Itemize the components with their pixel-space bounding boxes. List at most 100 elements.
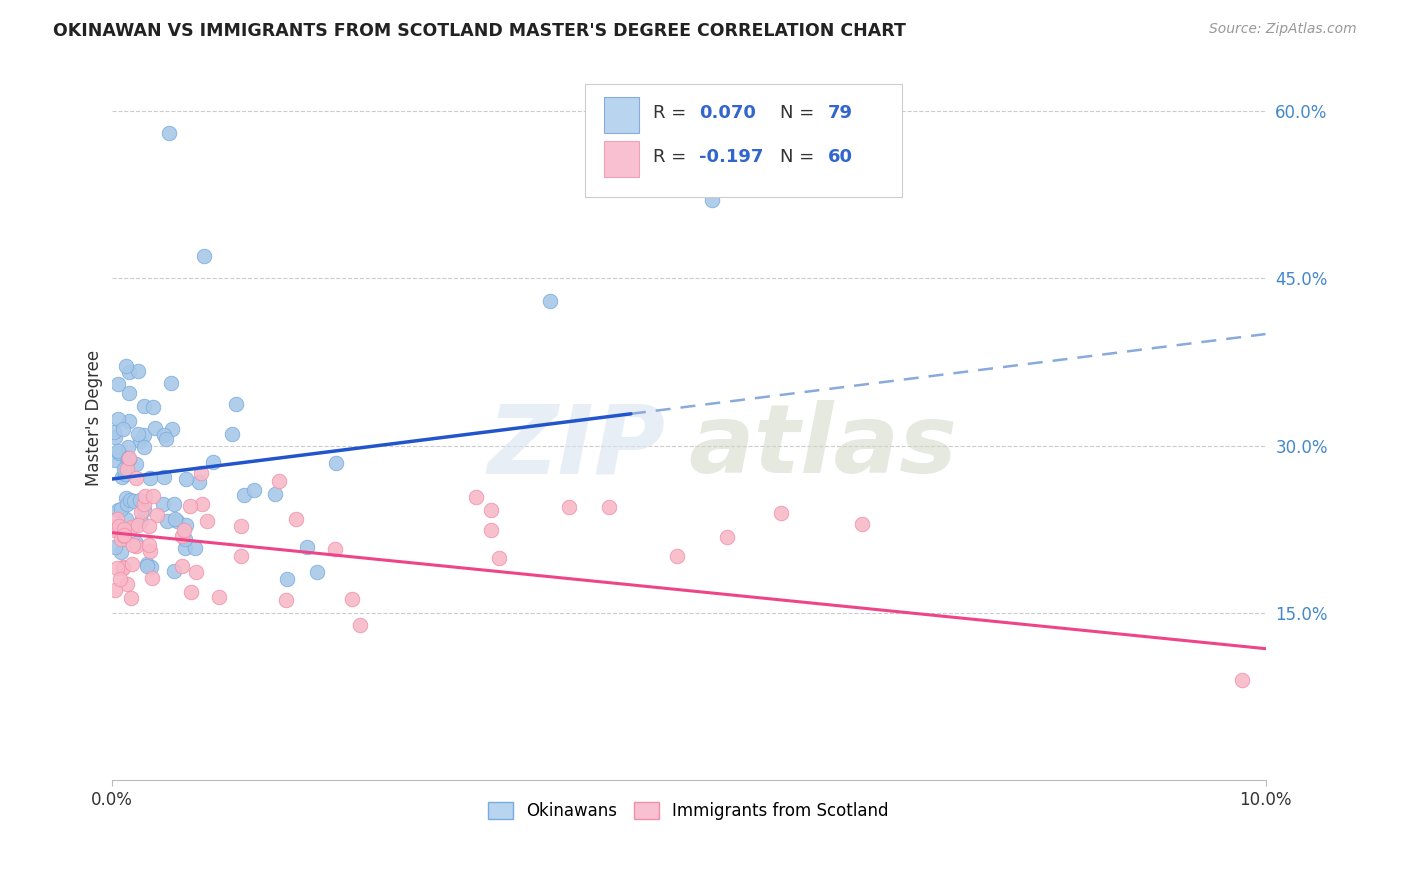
Point (465, 490, 488, 504)
Point (769, 506, 792, 520)
Point (114, 467, 136, 481)
Point (160, 421, 183, 435)
Point (105, 512, 128, 526)
Point (231, 519, 253, 533)
Point (114, 460, 136, 475)
Point (174, 472, 197, 486)
Point (267, 475, 290, 489)
Point (104, 582, 127, 597)
Point (118, 451, 141, 466)
Point (264, 487, 287, 501)
Point (180, 585, 202, 599)
Point (488, 551, 510, 566)
Point (107, 503, 129, 517)
Text: Source: ZipAtlas.com: Source: ZipAtlas.com (1209, 22, 1357, 37)
Point (174, 518, 197, 533)
Point (229, 549, 252, 563)
FancyBboxPatch shape (605, 141, 638, 177)
Text: R =: R = (652, 148, 692, 166)
Point (104, 430, 127, 444)
Point (232, 488, 254, 502)
Point (122, 493, 145, 508)
Point (340, 592, 363, 607)
Point (117, 577, 139, 591)
Point (159, 376, 181, 390)
FancyBboxPatch shape (605, 97, 638, 133)
Point (153, 428, 176, 442)
Point (118, 450, 141, 465)
Point (118, 386, 141, 401)
Point (141, 571, 163, 585)
Point (349, 618, 371, 632)
Legend: Okinawans, Immigrants from Scotland: Okinawans, Immigrants from Scotland (481, 795, 896, 826)
Point (479, 523, 502, 537)
Point (221, 426, 243, 441)
Point (295, 540, 318, 554)
Point (481, 503, 503, 517)
Point (121, 520, 143, 534)
Point (128, 492, 150, 507)
Text: 79: 79 (828, 104, 853, 122)
Point (129, 514, 152, 528)
Point (111, 470, 134, 484)
Point (146, 508, 169, 523)
Point (323, 541, 346, 556)
Y-axis label: Master's Degree: Master's Degree (86, 350, 103, 486)
Point (112, 522, 135, 536)
Point (132, 440, 155, 454)
Point (104, 522, 127, 536)
Point (115, 462, 138, 476)
Point (115, 491, 138, 505)
Point (163, 565, 186, 579)
Point (108, 572, 131, 586)
Point (112, 422, 135, 436)
Point (325, 456, 347, 470)
Point (121, 557, 143, 571)
Point (191, 498, 214, 512)
Point (117, 450, 139, 465)
Point (138, 544, 160, 558)
Point (538, 293, 561, 308)
Point (142, 489, 165, 503)
Point (103, 540, 125, 554)
Point (188, 475, 211, 489)
Point (208, 590, 231, 604)
Point (166, 514, 188, 528)
Text: ZIP: ZIP (488, 401, 665, 493)
Point (112, 528, 135, 542)
Text: N =: N = (780, 104, 820, 122)
Point (112, 560, 135, 574)
Point (851, 516, 873, 531)
Point (127, 364, 149, 378)
Point (170, 529, 193, 543)
Point (598, 500, 620, 514)
Point (117, 440, 139, 454)
Point (127, 518, 149, 533)
Point (193, 249, 215, 263)
Point (120, 591, 142, 606)
Point (125, 536, 148, 550)
Point (107, 412, 129, 426)
Point (111, 561, 134, 575)
Text: 0.070: 0.070 (699, 104, 756, 122)
Point (156, 514, 179, 528)
Point (112, 462, 135, 476)
Point (104, 523, 127, 537)
Point (139, 560, 162, 574)
Text: N =: N = (780, 148, 820, 166)
Point (115, 450, 138, 465)
FancyBboxPatch shape (585, 84, 903, 196)
Point (285, 512, 308, 526)
Point (138, 538, 160, 552)
Point (132, 427, 155, 442)
Point (700, 193, 723, 207)
Point (110, 501, 132, 516)
Point (186, 565, 208, 579)
Point (163, 497, 186, 511)
Point (184, 541, 207, 556)
Point (107, 444, 129, 458)
Point (138, 518, 160, 533)
Point (132, 497, 155, 511)
Text: R =: R = (652, 104, 692, 122)
Point (108, 518, 131, 533)
